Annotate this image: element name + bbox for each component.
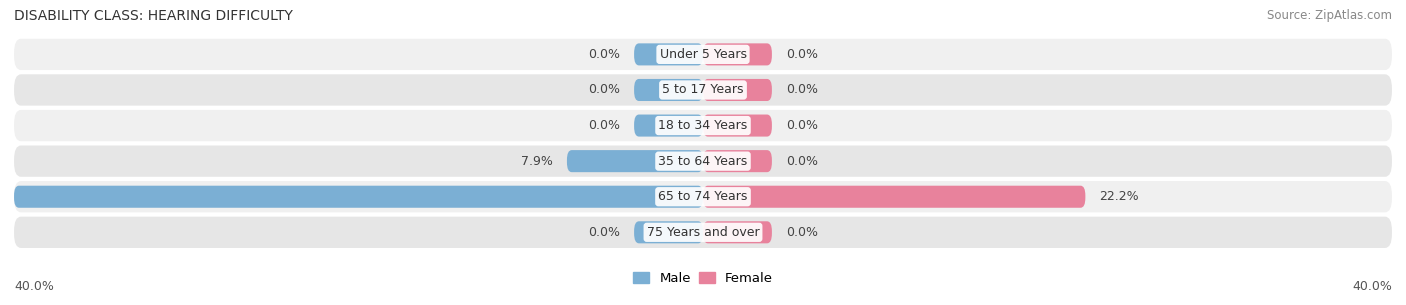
- FancyBboxPatch shape: [567, 150, 703, 172]
- FancyBboxPatch shape: [14, 110, 1392, 141]
- FancyBboxPatch shape: [634, 115, 703, 137]
- Text: 65 to 74 Years: 65 to 74 Years: [658, 190, 748, 203]
- Text: 0.0%: 0.0%: [786, 155, 818, 168]
- Text: 7.9%: 7.9%: [522, 155, 553, 168]
- FancyBboxPatch shape: [634, 43, 703, 66]
- FancyBboxPatch shape: [703, 221, 772, 243]
- Text: Source: ZipAtlas.com: Source: ZipAtlas.com: [1267, 9, 1392, 22]
- FancyBboxPatch shape: [703, 79, 772, 101]
- FancyBboxPatch shape: [703, 43, 772, 66]
- Text: 0.0%: 0.0%: [588, 48, 620, 61]
- FancyBboxPatch shape: [14, 217, 1392, 248]
- Text: 18 to 34 Years: 18 to 34 Years: [658, 119, 748, 132]
- FancyBboxPatch shape: [14, 74, 1392, 106]
- FancyBboxPatch shape: [703, 115, 772, 137]
- FancyBboxPatch shape: [14, 145, 1392, 177]
- Text: 0.0%: 0.0%: [786, 119, 818, 132]
- FancyBboxPatch shape: [634, 221, 703, 243]
- FancyBboxPatch shape: [14, 186, 703, 208]
- FancyBboxPatch shape: [14, 181, 1392, 212]
- Text: 0.0%: 0.0%: [588, 84, 620, 96]
- Text: 75 Years and over: 75 Years and over: [647, 226, 759, 239]
- FancyBboxPatch shape: [703, 186, 1085, 208]
- Text: 22.2%: 22.2%: [1099, 190, 1139, 203]
- FancyBboxPatch shape: [703, 150, 772, 172]
- Text: 0.0%: 0.0%: [588, 119, 620, 132]
- Text: 0.0%: 0.0%: [786, 226, 818, 239]
- FancyBboxPatch shape: [634, 79, 703, 101]
- Text: 0.0%: 0.0%: [786, 48, 818, 61]
- Text: DISABILITY CLASS: HEARING DIFFICULTY: DISABILITY CLASS: HEARING DIFFICULTY: [14, 9, 292, 23]
- Text: 40.0%: 40.0%: [1353, 280, 1392, 293]
- FancyBboxPatch shape: [14, 39, 1392, 70]
- Legend: Male, Female: Male, Female: [627, 267, 779, 290]
- Text: 0.0%: 0.0%: [786, 84, 818, 96]
- Text: 35 to 64 Years: 35 to 64 Years: [658, 155, 748, 168]
- Text: 5 to 17 Years: 5 to 17 Years: [662, 84, 744, 96]
- Text: 0.0%: 0.0%: [588, 226, 620, 239]
- Text: 40.0%: 40.0%: [14, 280, 53, 293]
- Text: Under 5 Years: Under 5 Years: [659, 48, 747, 61]
